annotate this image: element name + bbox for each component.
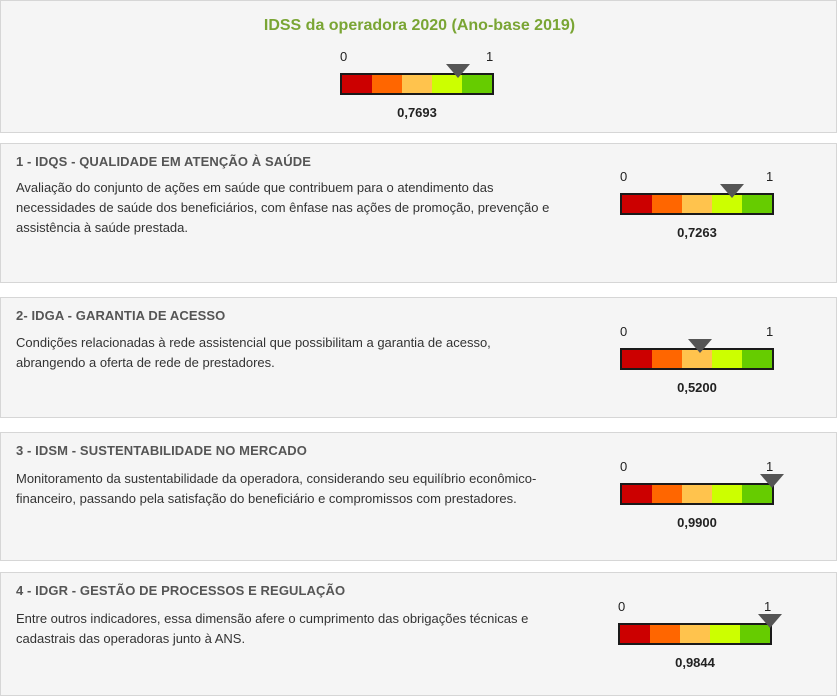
gauge-value: 0,9900 [677, 515, 717, 530]
dimension-description: Avaliação do conjunto de ações em saúde … [16, 180, 550, 235]
gauge-segment [622, 485, 652, 503]
gauge-marker-icon [760, 474, 785, 488]
gauge-value: 0,7263 [677, 225, 717, 240]
gauge-marker-icon [688, 339, 713, 353]
gauge-segment [622, 195, 652, 213]
dimension-panel-idga: 2- IDGA - GARANTIA DE ACESSO Condições r… [0, 297, 837, 418]
dimension-panel-idsm: 3 - IDSM - SUSTENTABILIDADE NO MERCADO M… [0, 432, 837, 561]
gauge-segment [620, 625, 650, 643]
gauge-marker-icon [719, 184, 744, 198]
gauge-min-label: 0 [620, 324, 628, 339]
gauge-segment [372, 75, 402, 93]
gauge-segment [622, 350, 652, 368]
gauge-segment [710, 625, 740, 643]
dimension-title: 1 - IDQS - QUALIDADE EM ATENÇÃO À SAÚDE [16, 154, 311, 169]
dimension-gauge: 0 1 0,5200 [620, 324, 780, 404]
gauge-value: 0,5200 [677, 380, 717, 395]
gauge-segment [342, 75, 372, 93]
gauge-marker-icon [757, 614, 782, 628]
gauge-value: 0,9844 [675, 655, 715, 670]
gauge-segment [682, 485, 712, 503]
gauge-min-label: 0 [618, 599, 626, 614]
gauge-min-label: 0 [620, 169, 628, 184]
dimension-title: 4 - IDGR - GESTÃO DE PROCESSOS E REGULAÇ… [16, 583, 346, 598]
gauge-segment [712, 195, 742, 213]
gauge-segment [402, 75, 432, 93]
dimension-panel-idgr: 4 - IDGR - GESTÃO DE PROCESSOS E REGULAÇ… [0, 572, 837, 696]
dimension-description: Condições relacionadas à rede assistenci… [16, 335, 491, 370]
gauge-segment [650, 625, 680, 643]
dimension-gauge: 0 1 0,7263 [620, 169, 780, 249]
gauge-segment [742, 485, 772, 503]
gauge-segment [432, 75, 462, 93]
gauge-max-label: 1 [766, 459, 774, 474]
gauge-segment [682, 350, 712, 368]
gauge-max-label: 1 [766, 324, 774, 339]
gauge-segment [742, 350, 772, 368]
dimension-title: 2- IDGA - GARANTIA DE ACESSO [16, 308, 226, 323]
gauge-value: 0,7693 [397, 105, 437, 120]
gauge-marker-icon [446, 64, 471, 78]
dimension-description: Entre outros indicadores, essa dimensão … [16, 611, 529, 646]
gauge-max-label: 1 [764, 599, 772, 614]
dimension-title: 3 - IDSM - SUSTENTABILIDADE NO MERCADO [16, 443, 308, 458]
gauge-min-label: 0 [620, 459, 628, 474]
gauge-segment [652, 485, 682, 503]
idss-summary-panel: IDSS da operadora 2020 (Ano-base 2019) 0… [0, 0, 837, 133]
dimension-gauge: 0 1 0,9844 [618, 599, 782, 679]
gauge-bar [620, 193, 774, 215]
dimension-panel-idqs: 1 - IDQS - QUALIDADE EM ATENÇÃO À SAÚDE … [0, 143, 837, 283]
overall-gauge: 0 1 0,7693 [340, 49, 500, 129]
page-title: IDSS da operadora 2020 (Ano-base 2019) [263, 17, 576, 34]
dimension-gauge: 0 1 0,9900 [620, 459, 785, 539]
dimension-description: Monitoramento da sustentabilidade da ope… [16, 471, 537, 506]
gauge-segment [680, 625, 710, 643]
gauge-segment [742, 195, 772, 213]
gauge-bar [620, 483, 774, 505]
gauge-segment [712, 485, 742, 503]
gauge-bar [618, 623, 772, 645]
gauge-min-label: 0 [340, 49, 348, 64]
gauge-bar [340, 73, 494, 95]
gauge-max-label: 1 [486, 49, 494, 64]
gauge-segment [740, 625, 770, 643]
gauge-segment [652, 195, 682, 213]
gauge-segment [462, 75, 492, 93]
gauge-max-label: 1 [766, 169, 774, 184]
gauge-segment [682, 195, 712, 213]
gauge-segment [652, 350, 682, 368]
gauge-segment [712, 350, 742, 368]
